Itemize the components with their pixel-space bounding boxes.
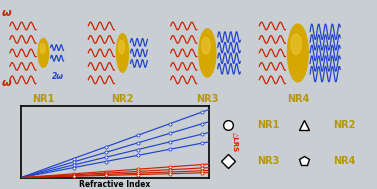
X-axis label: Refractive Index: Refractive Index bbox=[80, 180, 150, 189]
Text: NR1: NR1 bbox=[32, 94, 55, 104]
Text: NR2: NR2 bbox=[333, 120, 356, 130]
Text: ω: ω bbox=[2, 77, 12, 88]
Ellipse shape bbox=[199, 29, 216, 77]
Text: ω: ω bbox=[2, 8, 12, 18]
Text: NR2: NR2 bbox=[111, 94, 134, 104]
Text: 2ω: 2ω bbox=[52, 72, 63, 81]
Text: NR3: NR3 bbox=[257, 156, 279, 166]
Ellipse shape bbox=[288, 24, 308, 82]
Ellipse shape bbox=[118, 40, 124, 54]
Ellipse shape bbox=[38, 39, 49, 67]
Text: NR1: NR1 bbox=[257, 120, 279, 130]
Ellipse shape bbox=[202, 37, 210, 54]
Text: NR4: NR4 bbox=[333, 156, 356, 166]
Ellipse shape bbox=[291, 34, 301, 54]
Text: NR4: NR4 bbox=[287, 94, 309, 104]
Ellipse shape bbox=[40, 43, 45, 54]
Ellipse shape bbox=[116, 34, 129, 72]
Text: △LRS: △LRS bbox=[233, 132, 239, 152]
Text: NR3: NR3 bbox=[196, 94, 219, 104]
